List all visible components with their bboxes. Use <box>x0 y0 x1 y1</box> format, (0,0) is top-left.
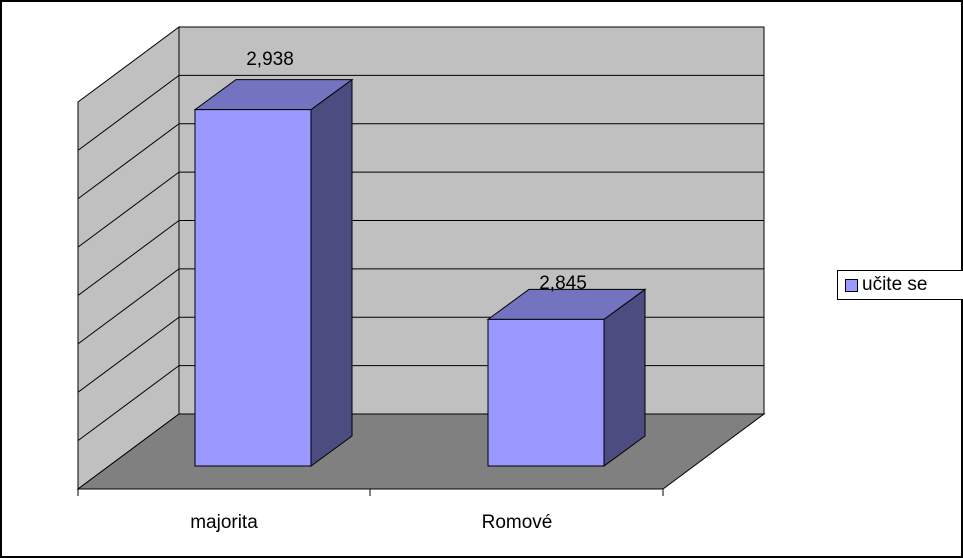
floor <box>76 413 766 490</box>
side-gridline <box>77 123 180 200</box>
side-gridline <box>77 171 180 248</box>
data-label-romove: 2,845 <box>539 273 587 294</box>
data-label-majorita: 2,938 <box>246 49 294 70</box>
legend-label: učite se <box>862 274 928 295</box>
x-tick-label-romove: Romové <box>482 512 553 533</box>
side-gridline <box>77 74 180 151</box>
bar-majorita <box>193 78 354 467</box>
bar-side <box>603 288 646 467</box>
bars <box>193 78 647 467</box>
bar-front <box>194 109 312 467</box>
bar-front <box>487 318 605 467</box>
x-tick-label-majorita: majorita <box>190 512 258 533</box>
x-axis-ticks <box>77 489 664 496</box>
bar-romov <box>486 288 647 467</box>
side-gridline <box>77 268 180 345</box>
legend-swatch <box>845 278 858 292</box>
bar-side <box>310 78 353 467</box>
side-gridline <box>77 220 180 296</box>
side-gridline <box>77 365 180 442</box>
side-gridline <box>77 316 180 393</box>
legend: učite se <box>837 270 963 300</box>
